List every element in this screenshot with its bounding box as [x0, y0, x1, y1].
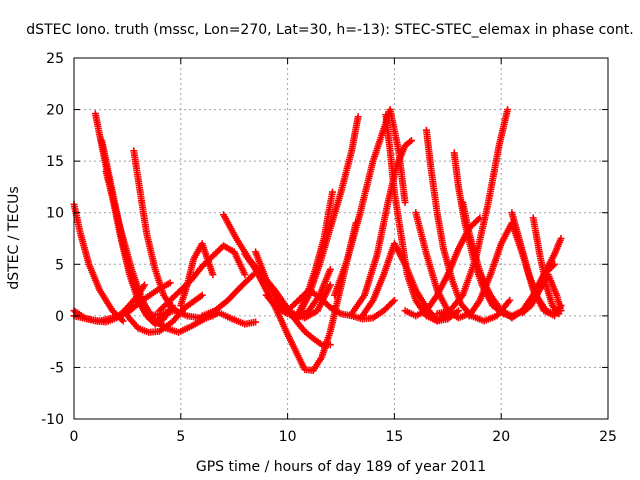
data-point: [326, 265, 334, 273]
data-point: [252, 318, 260, 326]
data-point: [401, 198, 409, 206]
data-point: [506, 296, 514, 304]
data-point: [166, 279, 174, 287]
x-tick-label: 20: [492, 429, 510, 445]
grid-lines: [74, 58, 608, 419]
y-tick-label: -10: [41, 412, 64, 428]
x-tick-label: 10: [279, 429, 297, 445]
axis-ticks: [73, 57, 609, 420]
y-tick-label: 25: [46, 51, 64, 67]
data-point: [504, 106, 512, 114]
data-point: [551, 260, 559, 268]
y-tick-label: 5: [55, 257, 64, 273]
data-point: [555, 310, 563, 318]
data-point: [454, 307, 462, 315]
series-7: [123, 291, 206, 336]
y-tick-label: -5: [50, 360, 64, 376]
data-point: [557, 235, 565, 242]
x-tick-label: 25: [599, 429, 617, 445]
data-point: [389, 298, 397, 306]
series-12: [177, 240, 217, 310]
data-point: [326, 281, 334, 289]
x-axis-label: GPS time / hours of day 189 of year 2011: [196, 459, 486, 475]
series-14: [220, 211, 334, 349]
data-point: [354, 113, 362, 121]
data-point: [209, 271, 217, 279]
data-point: [407, 137, 415, 145]
data-point: [119, 317, 127, 325]
y-tick-label: 20: [46, 103, 64, 119]
series-10: [145, 307, 217, 322]
y-tick-label: 0: [55, 309, 64, 325]
data-point: [140, 281, 148, 289]
x-tick-label: 0: [70, 429, 79, 445]
plot-frame: [73, 57, 609, 420]
data-point: [474, 215, 482, 223]
data-point: [241, 271, 249, 279]
x-tick-label: 5: [176, 429, 185, 445]
data-point: [328, 188, 336, 196]
y-axis-label: dSTEC / TECUs: [6, 186, 22, 289]
y-tick-label: 15: [46, 154, 64, 170]
x-tick-label: 15: [385, 429, 403, 445]
series-20: [294, 113, 362, 320]
series-13: [198, 271, 257, 320]
series-29: [433, 106, 512, 318]
series-17: [262, 265, 334, 322]
data-point: [390, 296, 398, 304]
data-points: [70, 106, 565, 375]
data-point: [198, 291, 206, 299]
series-11: [155, 242, 249, 315]
series-36: [529, 214, 563, 318]
y-tick-label: 10: [46, 206, 64, 222]
chart-title: dSTEC Iono. truth (mssc, Lon=270, Lat=30…: [26, 22, 633, 38]
x-tick-labels: 0 5 10 15 20 25: [70, 429, 617, 445]
y-tick-labels: -10 -5 0 5 10 15 20 25: [41, 51, 64, 428]
series-21: [331, 106, 409, 299]
